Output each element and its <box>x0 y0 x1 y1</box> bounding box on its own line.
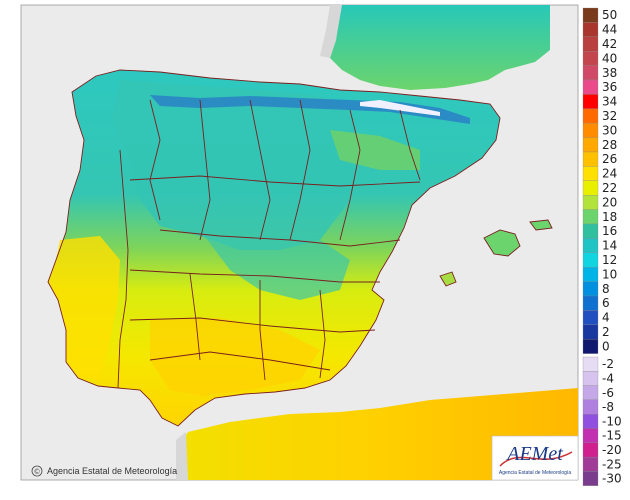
legend-swatch <box>582 399 599 415</box>
legend-swatch <box>582 195 599 210</box>
copyright-symbol: © <box>34 468 41 476</box>
legend-label: 36 <box>602 80 617 94</box>
africa-grey-fringe <box>176 432 188 480</box>
legend-swatch <box>582 137 599 153</box>
legend-swatch <box>582 252 599 268</box>
legend-label: 22 <box>602 181 617 195</box>
legend-swatch <box>582 385 599 401</box>
legend-label: -4 <box>602 371 614 385</box>
france-region <box>330 5 550 90</box>
legend-swatch <box>582 442 599 458</box>
copyright-icon <box>31 465 43 477</box>
legend-label: 10 <box>602 267 617 281</box>
credit-text: Agencia Estatal de Meteorología <box>47 466 177 476</box>
region-borders <box>47 69 553 427</box>
legend-swatch <box>582 94 599 109</box>
legend-label: 20 <box>602 195 617 209</box>
legend-label: -6 <box>602 386 614 400</box>
legend-swatch <box>582 238 599 253</box>
legend-label: 42 <box>602 37 617 51</box>
pyrenees-peaks <box>360 100 440 116</box>
legend-swatch <box>582 414 599 429</box>
legend-swatch <box>582 209 599 225</box>
legend-label: 32 <box>602 109 617 123</box>
legend-label: 0 <box>602 339 610 353</box>
logo-subtitle: Agencia Estatal de Meteorología <box>499 470 571 476</box>
legend: 5044424038363432302826242220181614121086… <box>582 7 622 486</box>
aemet-logo: AEMet Agencia Estatal de Meteorología <box>491 435 579 481</box>
mallorca <box>484 230 520 256</box>
legend-label: 8 <box>602 282 610 296</box>
legend-label: -25 <box>602 457 622 471</box>
logo-swoosh-icon <box>499 451 573 467</box>
legend-label: 28 <box>602 138 617 152</box>
legend-swatch <box>582 267 599 282</box>
legend-label: -2 <box>602 357 614 371</box>
legend-label: 34 <box>602 95 617 109</box>
legend-swatch <box>582 36 599 52</box>
legend-swatch <box>582 223 599 239</box>
guadalquivir-warm <box>150 318 320 396</box>
legend-swatch <box>582 123 599 138</box>
france-grey-land <box>320 5 342 58</box>
legend-swatch <box>582 324 599 340</box>
legend-swatch <box>582 108 599 124</box>
legend-label: 30 <box>602 123 617 137</box>
legend-swatch <box>582 22 599 37</box>
legend-swatch <box>582 310 599 325</box>
legend-swatch <box>582 65 599 81</box>
legend-swatch <box>582 7 599 23</box>
legend-label: 16 <box>602 224 617 238</box>
legend-swatch <box>582 295 599 311</box>
legend-swatch <box>582 51 599 66</box>
legend-swatch <box>582 456 599 472</box>
legend-label: -30 <box>602 472 622 486</box>
legend-label: 50 <box>602 8 617 22</box>
legend-label: 44 <box>602 23 617 37</box>
north-africa <box>176 388 578 480</box>
legend-label: -10 <box>602 414 622 428</box>
legend-label: -8 <box>602 400 614 414</box>
legend-swatch <box>582 339 599 354</box>
credit-group: © Agencia Estatal de Meteorología <box>31 465 177 477</box>
legend-swatch <box>582 281 599 297</box>
legend-label: 2 <box>602 325 610 339</box>
legend-label: 6 <box>602 296 610 310</box>
logo-text: AEMet <box>505 443 563 465</box>
legend-swatch <box>582 356 599 372</box>
legend-swatch <box>582 428 599 443</box>
legend-label: 14 <box>602 239 617 253</box>
legend-label: 38 <box>602 66 617 80</box>
legend-label: 24 <box>602 167 617 181</box>
legend-swatch <box>582 166 599 181</box>
legend-swatch <box>582 79 599 95</box>
legend-label: 4 <box>602 311 610 325</box>
legend-swatch <box>582 180 599 196</box>
legend-label: 40 <box>602 51 617 65</box>
central-cool-zone <box>200 230 350 300</box>
legend-label: -15 <box>602 429 622 443</box>
ebro-valley <box>330 130 420 170</box>
legend-swatch <box>582 151 599 167</box>
legend-swatch <box>582 471 599 486</box>
menorca <box>530 220 552 230</box>
legend-label: 18 <box>602 210 617 224</box>
legend-label: 12 <box>602 253 617 267</box>
legend-label: 26 <box>602 152 617 166</box>
legend-label: -20 <box>602 443 622 457</box>
legend-swatch <box>582 371 599 386</box>
